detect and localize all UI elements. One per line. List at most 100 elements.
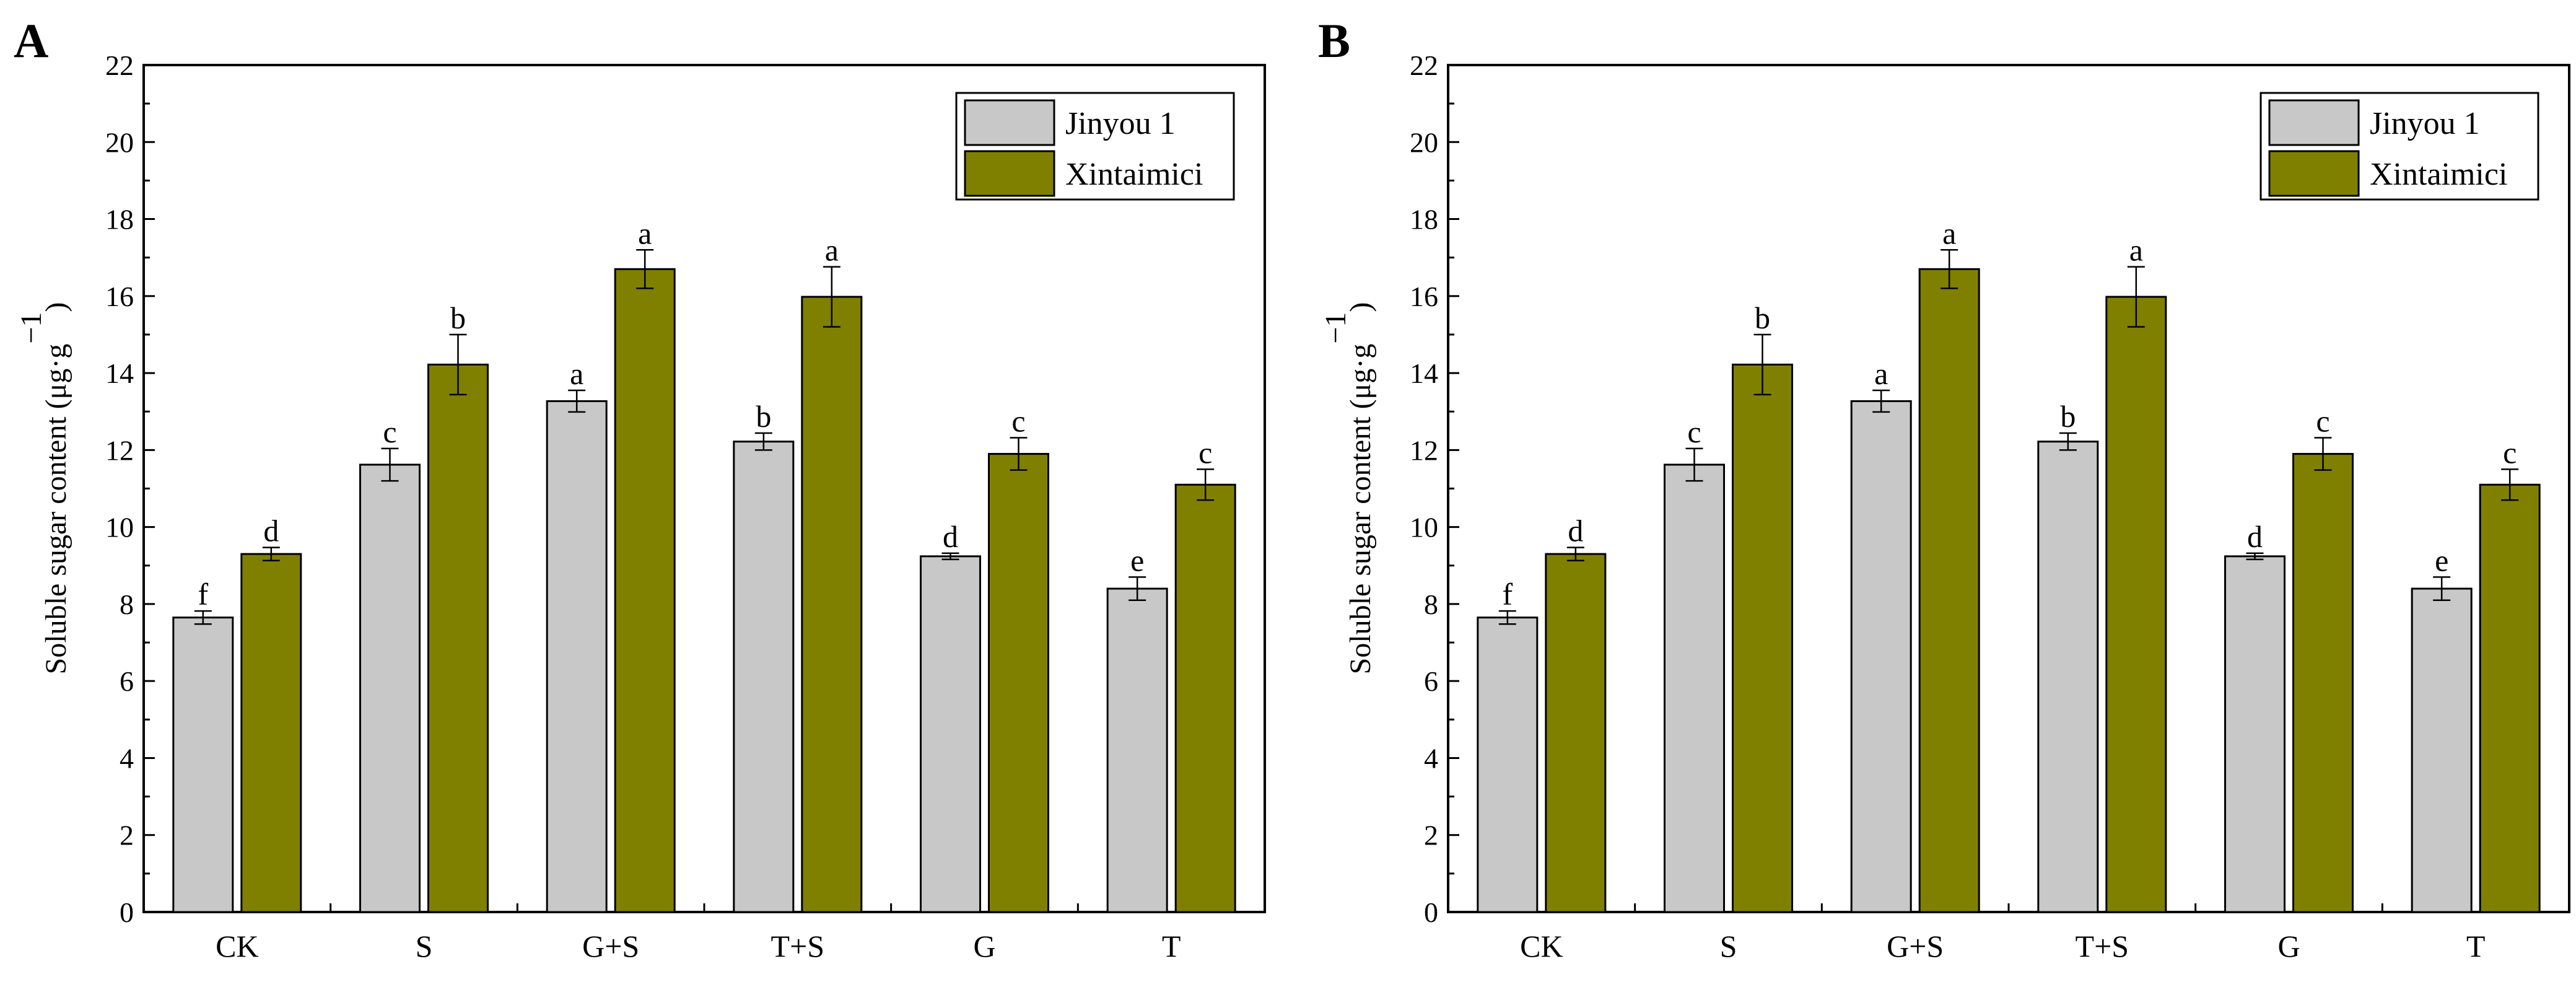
bar-jinyou-1 [1850,400,1912,913]
significance-label: e [2435,543,2448,577]
y-tick-label: 14 [105,358,134,389]
bar-xintaimici [614,268,676,913]
x-tick-label: S [416,929,433,963]
legend-label: Jinyou 1 [1065,106,1176,141]
legend-label: Xintaimici [1065,157,1203,192]
y-tick-label: 6 [120,665,134,697]
significance-label: c [1011,403,1025,438]
y-tick-label: 10 [105,512,134,543]
y-tick-label: 2 [120,820,134,851]
significance-label: d [943,519,958,554]
significance-label: c [1198,435,1212,470]
significance-label: b [2060,399,2076,434]
y-tick-label: 12 [105,434,134,466]
bar-jinyou-1 [733,441,795,913]
y-tick-label: 6 [1424,665,1438,697]
y-tick-label: 8 [1424,589,1438,620]
panel-letter-b: B [1318,14,1350,68]
y-tick-label: 0 [120,897,134,928]
legend-swatch [964,150,1055,197]
significance-label: b [756,399,771,434]
y-tick-label: 12 [1410,434,1438,466]
significance-label: f [1503,577,1513,612]
legend-swatch [2268,150,2360,197]
bar-jinyou-1 [920,555,981,913]
x-tick-label: T+S [771,929,825,963]
y-tick-label: 4 [1424,742,1438,774]
x-tick-label: T+S [2076,929,2129,963]
bar-jinyou-1 [1106,587,1168,913]
legend-swatch [2268,99,2360,146]
legend-label: Xintaimici [2370,157,2507,192]
y-tick-label: 16 [1410,281,1438,312]
y-tick-label: 20 [1410,126,1438,158]
x-tick-label: G+S [582,929,639,963]
x-tick-label: G [2277,929,2300,963]
y-tick-label: 18 [105,204,134,235]
bar-xintaimici [1918,268,1980,913]
bar-jinyou-1 [172,616,234,913]
bar-jinyou-1 [546,400,608,913]
significance-label: c [2316,403,2329,438]
y-tick-label: 4 [120,742,134,774]
x-tick-label: T [1162,929,1181,963]
y-tick-label: 8 [120,589,134,620]
significance-label: a [2129,233,2143,268]
bar-xintaimici [427,363,489,913]
y-tick-label: 22 [105,50,134,81]
y-tick-label: 0 [1424,897,1438,928]
bar-jinyou-1 [2224,555,2286,913]
significance-label: a [1942,216,1956,250]
bar-xintaimici [2105,296,2167,913]
significance-label: f [198,577,209,612]
x-tick-label: G [973,929,995,963]
significance-label: c [2503,435,2517,470]
y-tick-label: 14 [1410,358,1438,389]
legend-swatch [964,99,1055,146]
panel-b: B 0 2 4 6 8 10 12 14 16 18 20 22 CK S G+S T+S G T f d c b a a b… [1318,14,2570,963]
bar-xintaimici [1174,483,1236,913]
bar-xintaimici [1545,553,1607,913]
x-tick-label: T [2466,929,2486,963]
bar-jinyou-1 [2037,441,2099,913]
bar-xintaimici [988,453,1049,913]
significance-label: a [570,356,583,391]
significance-label: e [1130,543,1144,577]
y-tick-label: 16 [105,281,134,312]
y-tick-label: 20 [105,126,134,158]
bar-xintaimici [801,296,863,913]
significance-label: a [825,233,839,268]
significance-label: d [2247,519,2263,554]
bar-jinyou-1 [1477,616,1539,913]
x-tick-label: G+S [1887,929,1944,963]
bar-xintaimici [240,553,302,913]
bar-xintaimici [2479,483,2541,913]
x-tick-label: S [1720,929,1737,963]
significance-label: b [1755,300,1770,335]
significance-label: a [1874,356,1888,391]
y-tick-label: 18 [1410,204,1438,235]
significance-label: b [450,300,466,335]
significance-label: d [1568,514,1583,548]
x-tick-label: CK [1520,929,1563,963]
bar-xintaimici [2292,453,2354,913]
significance-label: c [1687,415,1701,449]
legend-label: Jinyou 1 [2370,106,2480,141]
significance-label: d [263,514,279,548]
bar-jinyou-1 [2411,587,2473,913]
y-tick-label: 2 [1424,820,1438,851]
y-axis-label: Soluble sugar content (μg·g−1) [15,302,72,675]
y-tick-label: 10 [1410,512,1438,543]
bar-jinyou-1 [359,463,421,913]
y-axis-label: Soluble sugar content (μg·g−1) [1319,302,1377,675]
significance-label: a [638,216,652,250]
bar-xintaimici [1732,363,1793,913]
bar-jinyou-1 [1664,463,1725,913]
panel-a: A 0 2 4 6 8 10 12 14 16 18 20 22 CK S G+S T+S G T f d c b a a b… [14,14,1266,963]
panel-letter-a: A [14,14,48,68]
significance-label: c [383,415,396,449]
y-tick-label: 22 [1410,50,1438,81]
x-tick-label: CK [216,929,258,963]
